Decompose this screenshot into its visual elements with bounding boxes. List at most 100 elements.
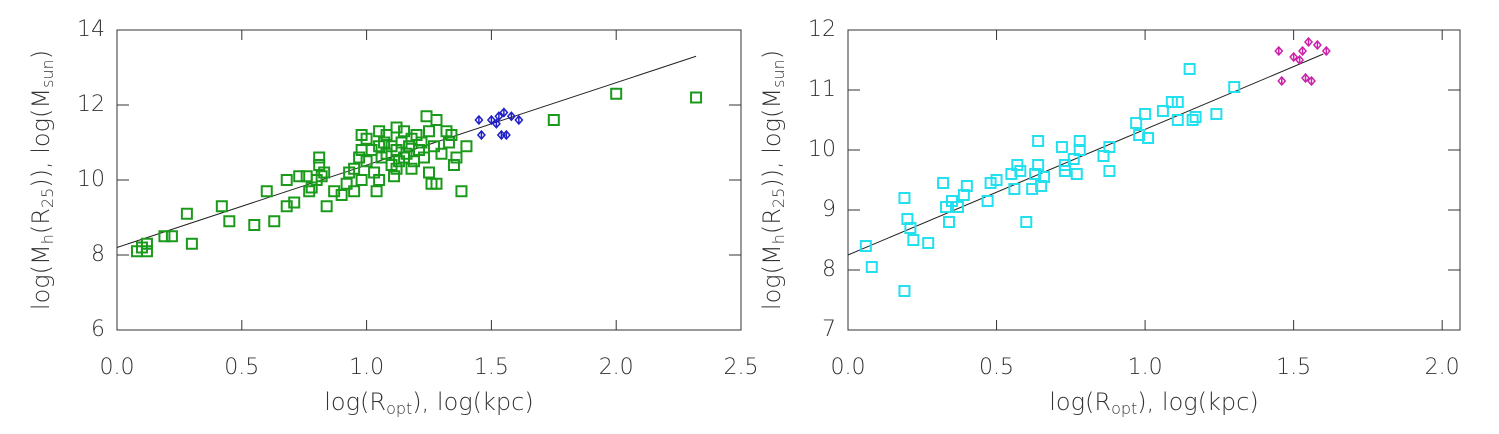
point xyxy=(165,230,178,243)
y-tick-label: 8 xyxy=(91,242,105,267)
subscript: sun xyxy=(38,59,57,88)
point xyxy=(400,147,413,160)
point xyxy=(1171,96,1184,108)
point xyxy=(430,177,443,190)
point xyxy=(1073,144,1086,156)
point xyxy=(1014,165,1027,177)
point xyxy=(690,91,703,104)
y-tick-label: 12 xyxy=(77,92,105,117)
subscript: h xyxy=(769,234,788,244)
x-tick-label: 2.0 xyxy=(1425,355,1460,380)
point xyxy=(610,87,623,100)
point xyxy=(1026,183,1039,195)
point xyxy=(1295,54,1305,66)
point xyxy=(315,170,328,183)
axis-label: log(Ropt), log(kpc) xyxy=(324,388,533,418)
label-part: log(M xyxy=(27,244,55,310)
axis-label: log(Mh(R25)), log(Msun) xyxy=(758,50,788,310)
point xyxy=(1277,75,1287,87)
point xyxy=(405,162,418,175)
point xyxy=(335,189,348,201)
x-tick-label: 1.5 xyxy=(1276,355,1311,380)
point xyxy=(360,155,373,168)
point xyxy=(1301,72,1311,84)
point xyxy=(981,195,994,207)
point xyxy=(435,147,448,160)
point xyxy=(248,219,261,231)
point xyxy=(1186,114,1199,126)
point xyxy=(423,166,435,179)
point xyxy=(360,132,373,145)
axis-label: log(Ropt), log(kpc) xyxy=(1049,388,1258,418)
point xyxy=(1133,129,1146,141)
point xyxy=(185,237,198,250)
y-tick-label: 6 xyxy=(91,317,105,342)
point xyxy=(1274,45,1284,57)
point xyxy=(904,222,917,234)
y-tick-label: 7 xyxy=(822,317,836,342)
label-part: log(R xyxy=(1049,388,1111,416)
point xyxy=(313,151,326,164)
point xyxy=(1321,45,1331,57)
point xyxy=(1183,63,1196,75)
point xyxy=(937,177,950,189)
point xyxy=(951,201,964,213)
point xyxy=(140,237,153,250)
point xyxy=(1228,81,1241,93)
point xyxy=(455,185,468,198)
subscript: h xyxy=(38,234,57,244)
point xyxy=(280,174,293,186)
subscript: 25 xyxy=(769,188,788,208)
point xyxy=(491,118,501,129)
point xyxy=(260,185,273,198)
label-part: ) xyxy=(27,50,55,59)
point xyxy=(1008,183,1021,195)
subscript: sun xyxy=(769,59,788,88)
subscript: opt xyxy=(1111,399,1137,418)
label-part: (R xyxy=(758,208,786,234)
point xyxy=(180,207,193,220)
y-tick-label: 8 xyxy=(822,257,836,282)
point xyxy=(318,166,331,179)
panel: 0.0 0.5 1.0 1.5 2.0 2.5 6 8 10 12 14 log(Ropt), log… xyxy=(27,17,759,418)
point xyxy=(398,151,411,164)
point xyxy=(293,170,306,183)
point xyxy=(1103,165,1116,177)
point xyxy=(1130,117,1143,129)
point xyxy=(506,111,516,122)
point xyxy=(380,129,393,141)
x-tick-label: 0.0 xyxy=(100,355,135,380)
point xyxy=(460,140,473,153)
y-tick-label: 12 xyxy=(808,17,836,42)
point xyxy=(898,192,911,204)
point xyxy=(320,200,333,213)
point xyxy=(418,151,431,164)
point xyxy=(215,200,228,213)
point xyxy=(1189,111,1202,123)
point xyxy=(907,234,920,246)
point xyxy=(415,136,428,149)
label-part: ), log(kpc) xyxy=(412,388,533,416)
plot-frame xyxy=(847,29,1461,331)
y-tick-label: 9 xyxy=(822,197,836,222)
x-tick-label: 2.5 xyxy=(724,355,759,380)
y-tick-label: 11 xyxy=(808,77,836,102)
point xyxy=(420,110,433,123)
point xyxy=(943,216,956,228)
subscript: opt xyxy=(386,399,412,418)
point xyxy=(1312,39,1322,51)
point xyxy=(499,107,509,118)
point xyxy=(1298,45,1308,57)
point xyxy=(348,185,361,198)
label-part: )), log(M xyxy=(27,88,55,188)
point xyxy=(1303,36,1313,48)
point xyxy=(303,185,316,198)
point xyxy=(268,215,281,228)
point xyxy=(501,129,511,141)
point xyxy=(1032,159,1045,171)
subscript: 25 xyxy=(38,188,57,208)
point xyxy=(398,125,411,138)
y-tick-label: 10 xyxy=(77,167,105,192)
